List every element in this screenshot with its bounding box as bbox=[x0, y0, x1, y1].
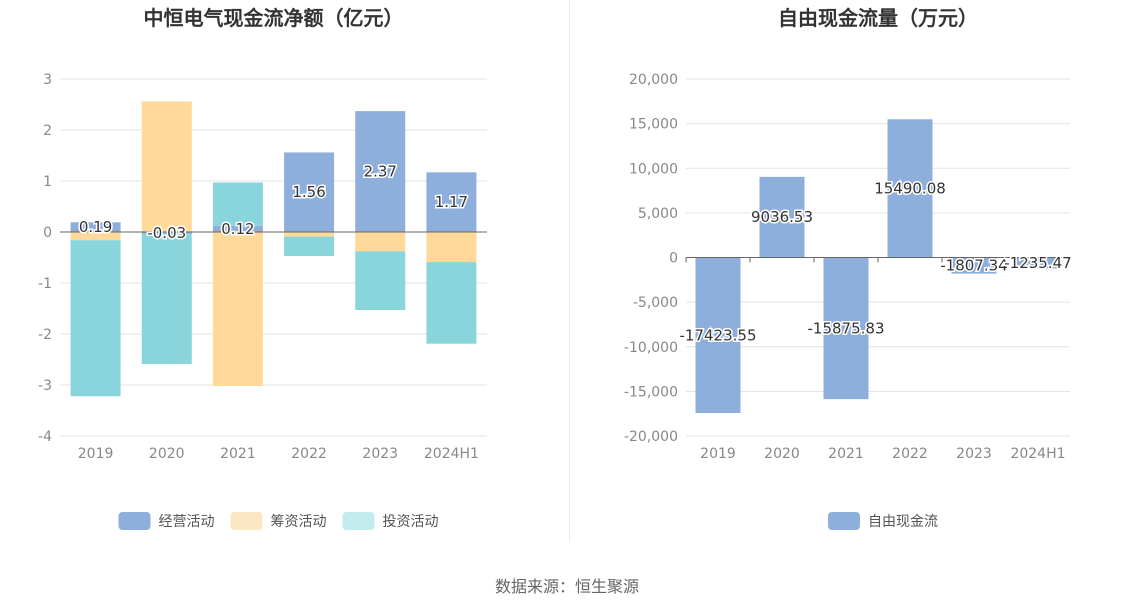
bar bbox=[284, 236, 335, 256]
y-tick-label: 5,000 bbox=[638, 206, 678, 222]
x-tick-label: 2019 bbox=[78, 446, 114, 462]
data-source-note: 数据来源：恒生聚源 bbox=[494, 577, 639, 596]
y-tick-label: 2 bbox=[43, 123, 52, 139]
y-tick-label: -15,000 bbox=[624, 384, 678, 400]
data-label: 2.37 bbox=[364, 163, 397, 181]
chart-title: 中恒电气现金流净额（亿元） bbox=[144, 6, 404, 30]
bar bbox=[426, 172, 477, 232]
legend-swatch bbox=[230, 512, 263, 530]
y-tick-label: 15,000 bbox=[629, 117, 678, 133]
legend-label: 经营活动 bbox=[159, 514, 215, 530]
data-label: -1235.47 bbox=[1004, 254, 1071, 272]
x-tick-label: 2020 bbox=[149, 446, 185, 462]
bar bbox=[212, 232, 263, 387]
x-tick-label: 2023 bbox=[956, 446, 992, 462]
y-tick-label: 1 bbox=[43, 174, 52, 190]
y-tick-label: 20,000 bbox=[629, 72, 678, 88]
y-tick-label: -20,000 bbox=[624, 429, 678, 445]
bar bbox=[426, 232, 477, 263]
free-cash-flow-chart: 自由现金流量（万元） 20,000 15,000 10,000 5,000 0 -5,000… bbox=[624, 6, 1073, 530]
data-label: 0.19 bbox=[79, 218, 112, 236]
legend-label: 自由现金流 bbox=[868, 514, 938, 530]
data-label: 1.17 bbox=[435, 193, 468, 211]
data-label: 0.12 bbox=[221, 220, 254, 238]
y-tick-label: -10,000 bbox=[624, 340, 678, 356]
bar bbox=[1015, 257, 1061, 269]
x-tick-label: 2021 bbox=[220, 446, 256, 462]
y-tick-label: 0 bbox=[43, 225, 52, 241]
bar bbox=[355, 251, 406, 311]
bar bbox=[284, 232, 335, 237]
bar bbox=[426, 262, 477, 344]
x-tick-label: 2022 bbox=[291, 446, 327, 462]
bar bbox=[70, 222, 121, 232]
x-tick-label: 2023 bbox=[362, 446, 398, 462]
data-label: -0.03 bbox=[147, 224, 186, 242]
y-tick-label: -2 bbox=[38, 327, 52, 343]
bar bbox=[70, 232, 121, 241]
x-tick-label: 2022 bbox=[892, 446, 928, 462]
y-tick-label: -4 bbox=[38, 429, 52, 445]
x-tick-label: 2021 bbox=[828, 446, 864, 462]
data-label: 1.56 bbox=[292, 183, 325, 201]
data-label: -17423.55 bbox=[680, 326, 757, 344]
data-label: -1807.34 bbox=[940, 257, 1007, 275]
bar bbox=[284, 152, 335, 232]
data-label: 15490.08 bbox=[874, 179, 946, 197]
x-tick-label: 2020 bbox=[764, 446, 800, 462]
x-tick-label: 2019 bbox=[700, 446, 736, 462]
bar bbox=[695, 257, 741, 414]
y-tick-label: 0 bbox=[669, 251, 678, 267]
legend-label: 筹资活动 bbox=[271, 513, 327, 530]
y-tick-label: 10,000 bbox=[629, 161, 678, 177]
bar bbox=[951, 257, 997, 274]
bar bbox=[887, 119, 933, 258]
data-label: -15875.83 bbox=[808, 319, 885, 337]
y-tick-label: 3 bbox=[43, 72, 52, 88]
bar bbox=[355, 232, 406, 252]
x-tick-label: 2024H1 bbox=[424, 446, 479, 462]
bar bbox=[70, 240, 121, 397]
y-tick-label: -5,000 bbox=[633, 295, 678, 311]
legend-swatch bbox=[828, 512, 860, 530]
bar bbox=[212, 225, 263, 232]
chart-title: 自由现金流量（万元） bbox=[778, 6, 978, 30]
bar bbox=[141, 101, 192, 232]
bar bbox=[759, 176, 805, 258]
y-tick-label: -1 bbox=[38, 276, 52, 292]
bar bbox=[355, 111, 406, 232]
bar bbox=[141, 232, 192, 234]
bar bbox=[212, 182, 263, 226]
bar bbox=[823, 257, 869, 400]
legend-swatch bbox=[342, 512, 375, 530]
cash-flow-chart: 中恒电气现金流净额（亿元） 3 2 1 0 -1 -2 -3 -4 2019 2020 2021 202… bbox=[38, 6, 487, 530]
x-tick-label: 2024H1 bbox=[1010, 446, 1065, 462]
y-tick-label: -3 bbox=[38, 378, 52, 394]
legend-label: 投资活动 bbox=[383, 514, 439, 530]
bar bbox=[141, 233, 192, 365]
legend-swatch bbox=[118, 512, 151, 530]
data-label: 9036.53 bbox=[751, 208, 813, 226]
